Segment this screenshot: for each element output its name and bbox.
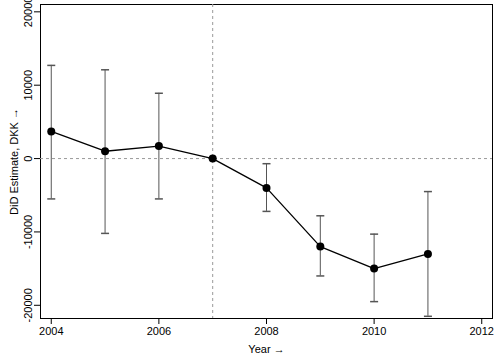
svg-text:2006: 2006 xyxy=(147,325,171,337)
svg-text:-20000: -20000 xyxy=(22,288,34,322)
svg-text:2010: 2010 xyxy=(362,325,386,337)
svg-text:Year →: Year → xyxy=(248,343,284,355)
svg-text:0: 0 xyxy=(22,156,34,162)
svg-text:2008: 2008 xyxy=(254,325,278,337)
svg-text:10000: 10000 xyxy=(22,70,34,101)
svg-text:20000: 20000 xyxy=(22,0,34,27)
svg-text:2012: 2012 xyxy=(469,325,493,337)
svg-text:-10000: -10000 xyxy=(22,215,34,249)
svg-text:2004: 2004 xyxy=(39,325,63,337)
svg-text:DiD Estimate, DKK →: DiD Estimate, DKK → xyxy=(8,108,20,215)
